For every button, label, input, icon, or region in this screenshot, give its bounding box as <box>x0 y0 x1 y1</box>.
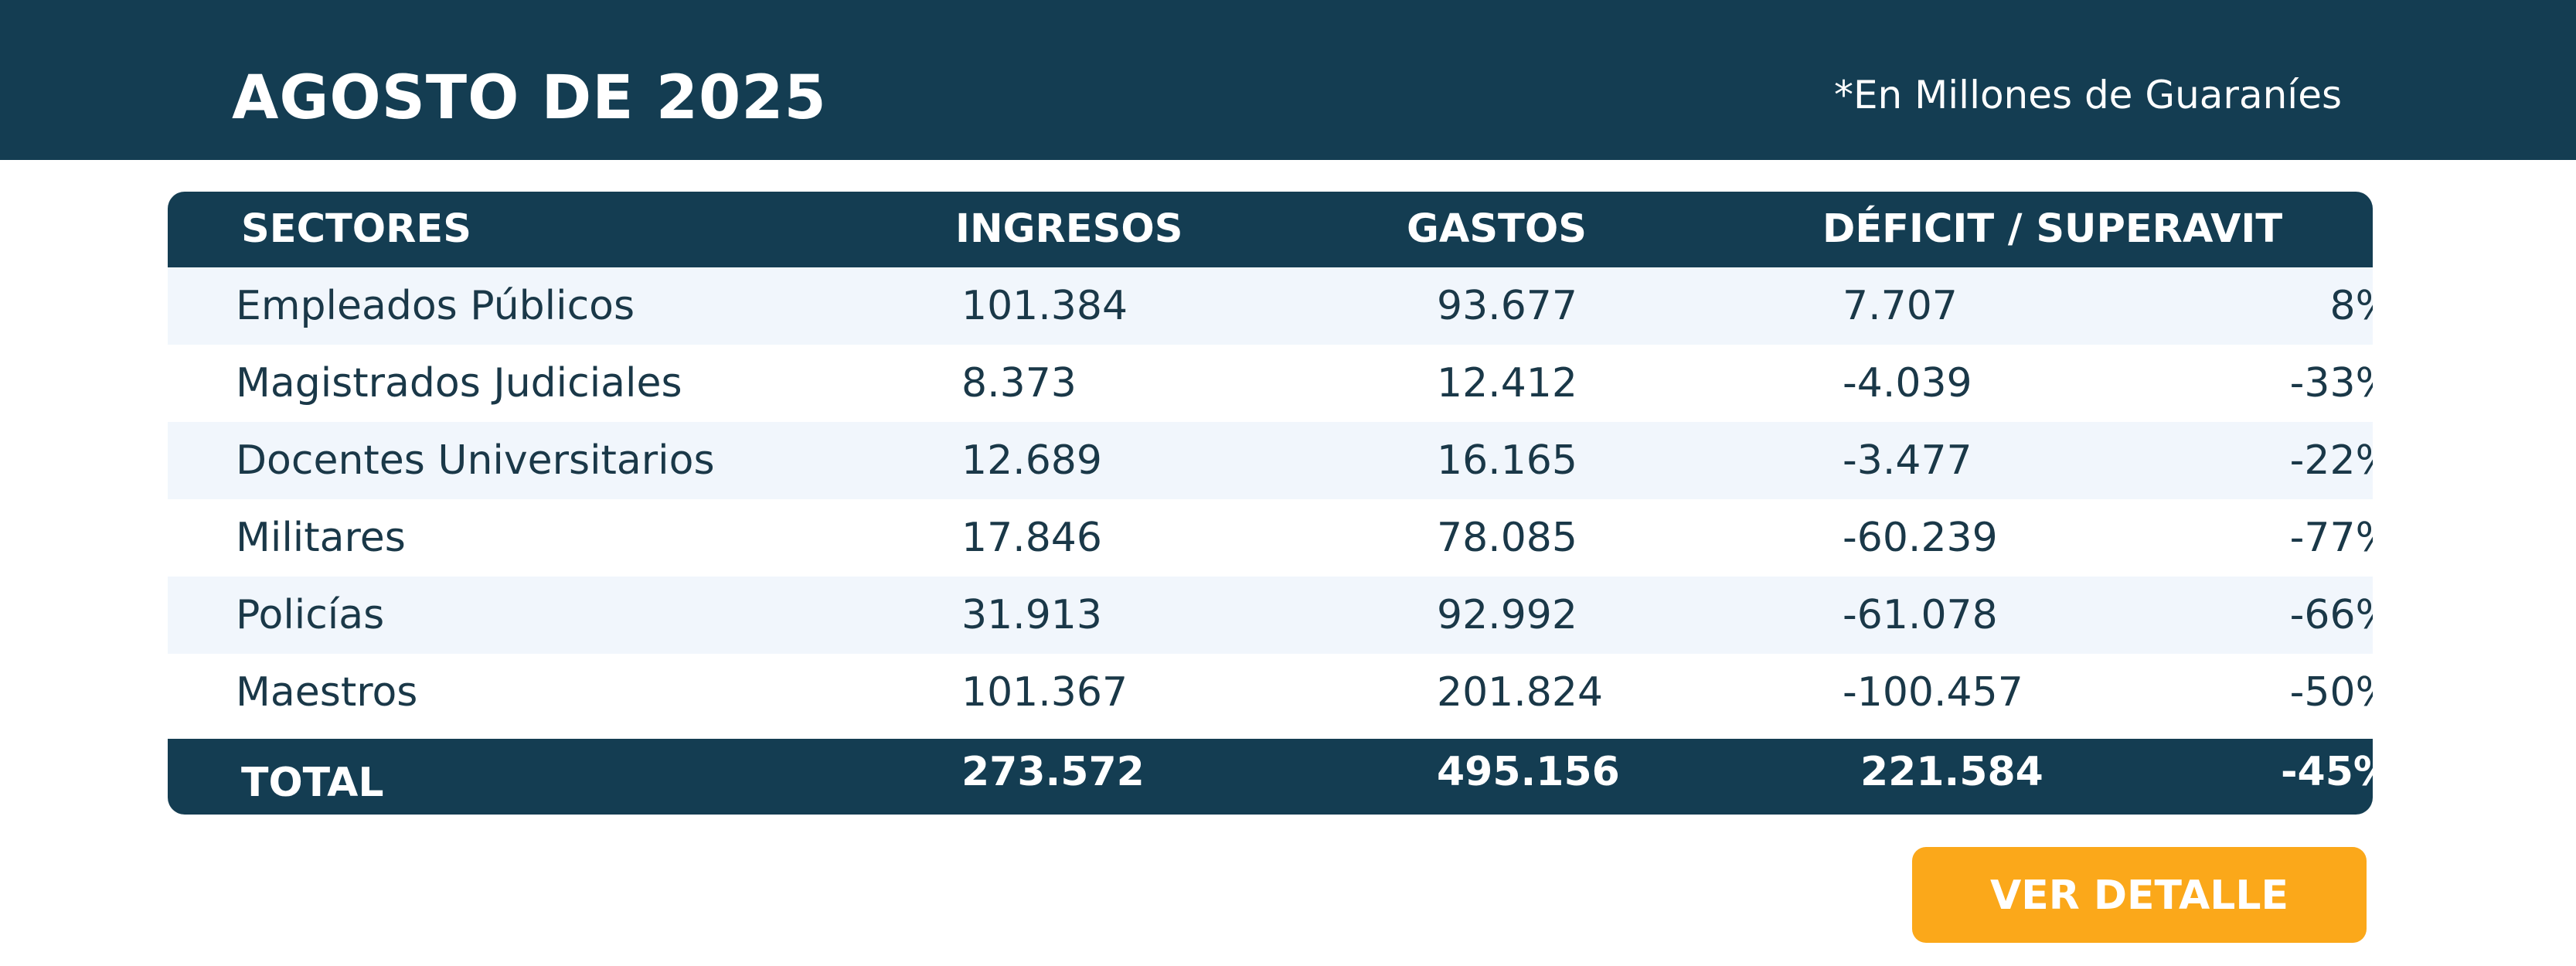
sector-name: Militares <box>236 515 406 561</box>
ingresos-value: 8.373 <box>961 360 1077 406</box>
deficit-value: -61.078 <box>1843 592 1998 638</box>
gastos-value: 16.165 <box>1437 437 1577 484</box>
deficit-value: 7.707 <box>1843 283 1958 329</box>
ingresos-value: 12.689 <box>961 437 1102 484</box>
total-label: TOTAL <box>241 760 384 806</box>
sector-name: Maestros <box>236 669 418 716</box>
table-header: SECTORES INGRESOS GASTOS DÉFICIT / SUPER… <box>168 192 2373 267</box>
gastos-value: 78.085 <box>1437 515 1577 561</box>
table-row: Docentes Universitarios 12.689 16.165 -3… <box>168 422 2373 499</box>
table-row: Policías 31.913 92.992 -61.078 -66% <box>168 577 2373 654</box>
ingresos-value: 17.846 <box>961 515 1102 561</box>
deficit-percent: -66% <box>2289 592 2373 638</box>
column-header-deficit: DÉFICIT / SUPERAVIT <box>1822 206 2283 252</box>
column-header-ingresos: INGRESOS <box>955 206 1183 252</box>
table-row: Militares 17.846 78.085 -60.239 -77% <box>168 499 2373 577</box>
table-row: Maestros 101.367 201.824 -100.457 -50% <box>168 654 2373 739</box>
deficit-value: -60.239 <box>1843 515 1998 561</box>
gastos-value: 93.677 <box>1437 283 1577 329</box>
unit-note: *En Millones de Guaraníes <box>1833 73 2342 117</box>
total-deficit-percent: -45% <box>2280 749 2373 795</box>
deficit-percent: -33% <box>2289 360 2373 406</box>
table-row: Magistrados Judiciales 8.373 12.412 -4.0… <box>168 345 2373 422</box>
gastos-value: 12.412 <box>1437 360 1577 406</box>
page-title: AGOSTO DE 2025 <box>232 63 827 133</box>
gastos-value: 92.992 <box>1437 592 1577 638</box>
deficit-value: -4.039 <box>1843 360 1972 406</box>
ingresos-value: 31.913 <box>961 592 1102 638</box>
header-banner: AGOSTO DE 2025 *En Millones de Guaraníes <box>0 0 2576 160</box>
ingresos-value: 101.384 <box>961 283 1128 329</box>
summary-table: SECTORES INGRESOS GASTOS DÉFICIT / SUPER… <box>168 192 2373 815</box>
total-deficit: 221.584 <box>1860 749 2043 795</box>
ingresos-value: 101.367 <box>961 669 1128 716</box>
deficit-percent: 8% <box>2329 283 2374 329</box>
sector-name: Empleados Públicos <box>236 283 635 329</box>
sector-name: Policías <box>236 592 385 638</box>
sector-name: Magistrados Judiciales <box>236 360 682 406</box>
table-body: Empleados Públicos 101.384 93.677 7.707 … <box>168 267 2373 739</box>
table-total-row: TOTAL 273.572 495.156 221.584 -45% <box>168 739 2373 815</box>
ver-detalle-button[interactable]: VER DETALLE <box>1912 847 2367 943</box>
deficit-value: -100.457 <box>1843 669 2023 716</box>
column-header-gastos: GASTOS <box>1407 206 1587 252</box>
gastos-value: 201.824 <box>1437 669 1604 716</box>
total-gastos: 495.156 <box>1437 749 1620 795</box>
sector-name: Docentes Universitarios <box>236 437 715 484</box>
deficit-value: -3.477 <box>1843 437 1972 484</box>
deficit-percent: -77% <box>2289 515 2373 561</box>
table-row: Empleados Públicos 101.384 93.677 7.707 … <box>168 267 2373 345</box>
column-header-sectores: SECTORES <box>241 206 471 252</box>
total-ingresos: 273.572 <box>961 749 1145 795</box>
deficit-percent: -50% <box>2289 669 2373 716</box>
deficit-percent: -22% <box>2289 437 2373 484</box>
